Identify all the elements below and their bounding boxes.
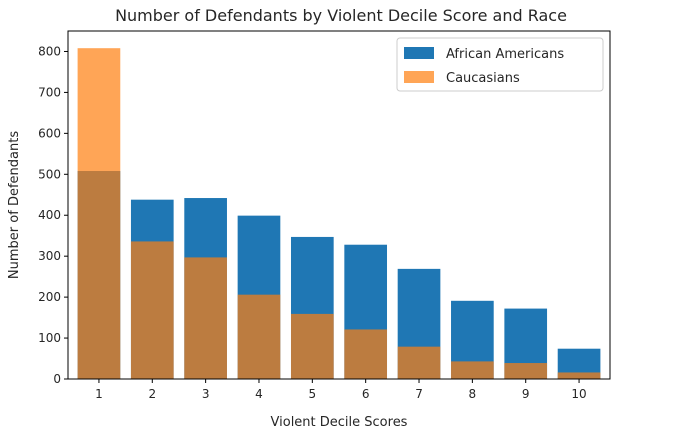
bar-caucasians-4 — [237, 294, 281, 379]
x-tick-label: 3 — [202, 387, 210, 401]
y-tick-label: 300 — [38, 249, 61, 263]
x-tick-label: 2 — [148, 387, 156, 401]
x-axis-label: Violent Decile Scores — [271, 415, 408, 430]
y-tick-label: 800 — [38, 44, 61, 58]
x-tick-label: 6 — [362, 387, 370, 401]
y-axis-label: Number of Defendants — [7, 131, 22, 279]
legend-label: Caucasians — [446, 71, 520, 86]
x-tick-label: 7 — [415, 387, 423, 401]
bar-caucasians-1 — [77, 48, 121, 380]
y-tick-label: 200 — [38, 290, 61, 304]
y-tick-label: 0 — [53, 372, 61, 386]
x-tick-label: 8 — [469, 387, 477, 401]
legend-swatch — [404, 47, 434, 59]
bar-caucasians-7 — [397, 346, 441, 379]
plot-area-frame — [67, 30, 611, 380]
x-axis: 1 2 3 4 5 6 7 8 9 10 — [95, 379, 587, 401]
x-tick-label: 10 — [571, 387, 586, 401]
legend: African Americans Caucasians — [396, 37, 604, 92]
y-tick-label: 700 — [38, 85, 61, 99]
legend-box — [396, 37, 604, 92]
bar-caucasians-2 — [130, 241, 174, 379]
bars — [77, 48, 601, 380]
x-tick-label: 9 — [522, 387, 530, 401]
bar-caucasians-5 — [290, 313, 334, 379]
legend-label: African Americans — [446, 47, 564, 62]
bar-caucasians-9 — [504, 363, 548, 379]
y-axis: 0 100 200 300 400 500 600 700 800 — [38, 44, 68, 386]
y-tick-label: 100 — [38, 331, 61, 345]
bar-caucasians-10 — [557, 372, 601, 379]
bar-caucasians-8 — [451, 361, 494, 379]
y-tick-label: 500 — [38, 167, 61, 181]
chart-title: Number of Defendants by Violent Decile S… — [115, 6, 567, 25]
y-tick-label: 400 — [38, 208, 61, 222]
x-tick-label: 5 — [309, 387, 317, 401]
x-tick-label: 4 — [255, 387, 263, 401]
x-tick-label: 1 — [95, 387, 103, 401]
bar-caucasians-6 — [344, 329, 388, 379]
legend-swatch — [404, 71, 434, 83]
y-tick-label: 600 — [38, 126, 61, 140]
bar-caucasians-3 — [184, 257, 227, 379]
